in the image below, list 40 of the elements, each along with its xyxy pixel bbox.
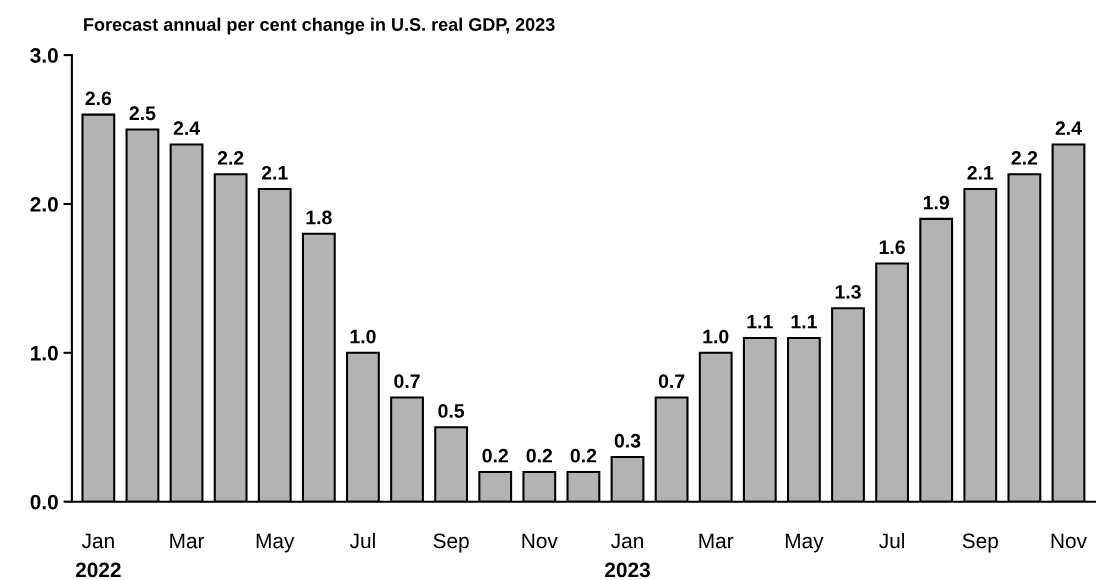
x-tick-label: Jul [349,532,375,549]
data-label: 0.3 [614,433,641,448]
data-label: 0.7 [658,374,685,389]
x-tick-label: Nov [1051,533,1087,549]
data-label: 2.4 [1055,121,1082,135]
data-label: 2.1 [261,165,288,180]
y-tick-label: 1.0 [31,345,58,361]
data-label: 2.5 [129,106,156,121]
data-label: 0.5 [438,404,465,418]
data-label: 1.6 [879,240,905,255]
data-label: 2.2 [217,151,244,165]
x-tick-label: Mar [170,533,205,549]
x-tick-label: Sep [433,533,469,553]
data-label: 2.1 [967,165,994,180]
x-tick-label: Jan 2023 [605,533,650,578]
data-label: 1.0 [703,329,729,344]
data-label: 1.0 [350,329,376,344]
data-label: 2.6 [85,91,112,106]
data-label: 2.4 [173,121,200,135]
x-tick-label: Jan 2022 [75,533,121,578]
data-label: 0.7 [394,374,420,389]
data-label: 1.8 [306,210,332,225]
data-label: 1.1 [791,314,817,329]
x-tick-label: Nov [522,533,558,549]
data-label: 1.1 [747,314,773,329]
data-label: 1.3 [835,285,861,299]
x-tick-label: Jul [879,532,905,549]
x-tick-label: Sep [962,533,998,553]
x-tick-label: May [785,533,824,553]
data-label: 0.2 [570,448,597,463]
data-label: 0.2 [526,448,553,463]
chart-title: Forecast annual per cent change in U.S. real GDP, 2023 [84,17,555,35]
data-label: 0.2 [482,448,508,463]
x-tick-label: Mar [699,533,734,549]
x-tick-label: May [256,533,295,553]
y-tick-label: 2.0 [30,196,58,212]
data-label: 2.2 [1011,151,1038,165]
data-label: 1.9 [923,195,949,210]
y-tick-label: 0.0 [30,494,58,510]
y-tick-label: 3.0 [30,48,58,63]
